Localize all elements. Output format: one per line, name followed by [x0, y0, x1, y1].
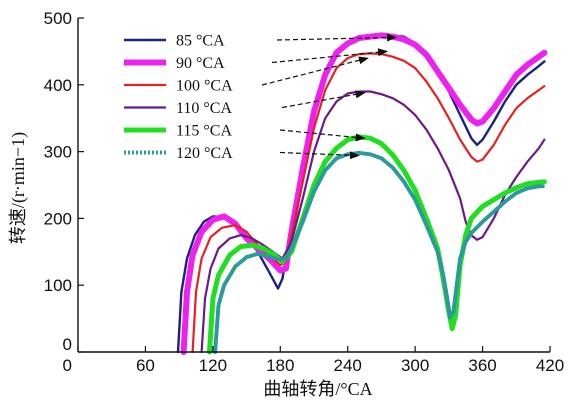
x-tick-label-0: 0 — [63, 356, 72, 375]
legend-label-1: 85 °CA — [176, 33, 225, 50]
legend-arrow-1 — [276, 33, 398, 42]
x-tick-label-360: 360 — [468, 356, 496, 375]
legend-arrow-2 — [271, 48, 389, 64]
x-tick-label-120: 120 — [199, 356, 227, 375]
series-line-1 — [176, 34, 546, 354]
series-line-3 — [191, 52, 546, 354]
series-line-2 — [180, 32, 548, 355]
series-line-4 — [200, 90, 546, 354]
x-tick-label-300: 300 — [401, 356, 429, 375]
x-axis-title: 曲轴转角/°CA — [263, 379, 372, 399]
x-tick-label-420: 420 — [536, 356, 564, 375]
y-tick-label-400: 400 — [44, 76, 72, 95]
x-tick-label-240: 240 — [334, 356, 362, 375]
legend-label-2: 90 °CA — [176, 55, 225, 72]
x-tick-label-60: 60 — [136, 356, 155, 375]
legend-label-4: 110 °CA — [176, 100, 232, 117]
legend-arrow-6 — [279, 151, 360, 160]
legend-arrow-5 — [279, 129, 366, 142]
legend-arrow-3 — [261, 56, 369, 86]
y-axis-title: 转速/(r·min−1) — [8, 132, 29, 244]
y-tick-label-0: 0 — [63, 335, 72, 354]
y-tick-label-100: 100 — [44, 276, 72, 295]
legend-arrow-4 — [281, 90, 366, 109]
y-tick-label-200: 200 — [44, 209, 72, 228]
legend-label-3: 100 °CA — [176, 78, 233, 95]
series-line-6 — [213, 150, 547, 354]
x-tick-label-180: 180 — [266, 356, 294, 375]
y-tick-label-500: 500 — [44, 9, 72, 28]
series-line-5 — [207, 134, 547, 355]
y-tick-label-300: 300 — [44, 143, 72, 162]
legend-label-6: 120 °CA — [176, 145, 233, 162]
legend-label-5: 115 °CA — [176, 123, 232, 140]
